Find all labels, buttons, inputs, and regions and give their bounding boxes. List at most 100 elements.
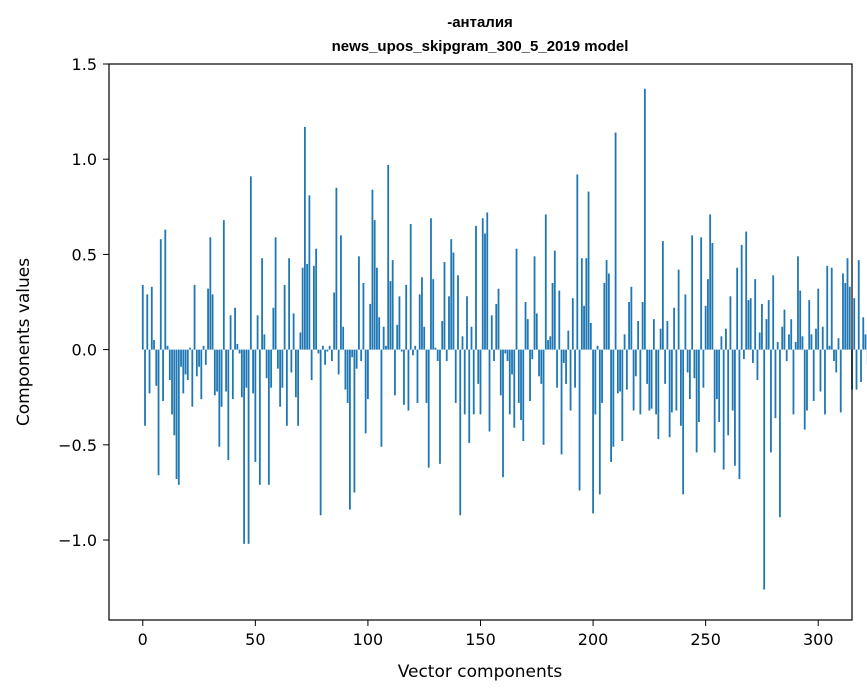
bar-84 xyxy=(331,349,333,362)
bar-314 xyxy=(848,286,851,350)
bar-38 xyxy=(227,349,230,461)
bar-15 xyxy=(175,349,178,480)
bar-47 xyxy=(247,349,250,544)
bar-145 xyxy=(468,349,471,443)
bar-35 xyxy=(220,349,223,407)
bar-26 xyxy=(200,349,203,400)
bar-77 xyxy=(315,248,318,350)
bar-71 xyxy=(301,267,304,350)
bar-296 xyxy=(808,300,811,350)
bar-297 xyxy=(810,334,813,350)
bar-124 xyxy=(421,277,423,350)
bar-224 xyxy=(646,349,649,384)
bar-80 xyxy=(321,345,324,350)
bar-112 xyxy=(394,349,396,396)
bar-298 xyxy=(812,349,815,402)
bar-170 xyxy=(524,302,527,350)
bar-263 xyxy=(734,349,736,466)
bar-31 xyxy=(211,294,214,350)
bar-197 xyxy=(585,258,588,350)
bar-205 xyxy=(603,282,606,350)
bar-281 xyxy=(774,349,777,419)
bar-49 xyxy=(252,349,254,394)
bar-273 xyxy=(756,349,759,381)
x-tick-label-5: 250 xyxy=(690,630,721,649)
bar-116 xyxy=(403,349,405,405)
bar-148 xyxy=(475,225,477,350)
y-tick-label-3: 0.5 xyxy=(72,245,97,264)
bar-120 xyxy=(412,349,414,356)
bar-266 xyxy=(740,244,743,350)
bar-140 xyxy=(457,275,459,350)
bar-67 xyxy=(292,313,295,350)
bar-75 xyxy=(310,349,313,381)
bar-237 xyxy=(675,349,678,411)
bar-246 xyxy=(695,349,698,453)
bar-312 xyxy=(844,282,847,350)
x-tick-label-2: 100 xyxy=(353,630,384,649)
bar-259 xyxy=(725,328,727,350)
bar-270 xyxy=(749,298,752,350)
bar-225 xyxy=(648,349,651,411)
bar-175 xyxy=(535,313,538,350)
bar-5 xyxy=(153,340,155,350)
bar-93 xyxy=(351,349,354,358)
bar-4 xyxy=(150,286,153,350)
bar-299 xyxy=(815,328,817,350)
bar-52 xyxy=(258,349,261,485)
bar-226 xyxy=(650,349,653,409)
x-tick-label-4: 200 xyxy=(578,630,609,649)
bar-46 xyxy=(245,349,248,388)
bar-20 xyxy=(186,349,189,381)
bar-303 xyxy=(824,349,826,415)
bar-286 xyxy=(785,349,788,362)
bar-230 xyxy=(659,328,662,350)
bar-103 xyxy=(373,220,376,350)
bar-210 xyxy=(614,132,617,350)
bar-227 xyxy=(652,319,655,350)
bar-91 xyxy=(346,349,349,403)
bar-167 xyxy=(517,349,520,403)
bar-262 xyxy=(731,349,734,411)
bar-218 xyxy=(632,349,635,411)
bar-152 xyxy=(484,233,486,350)
bar-127 xyxy=(427,349,430,468)
bar-85 xyxy=(333,292,336,350)
bar-7 xyxy=(157,349,160,476)
bar-158 xyxy=(497,288,500,350)
bar-232 xyxy=(664,349,667,384)
bar-128 xyxy=(430,218,432,350)
bar-135 xyxy=(445,349,448,362)
bar-68 xyxy=(294,349,297,398)
bar-102 xyxy=(371,189,374,350)
bar-302 xyxy=(821,326,824,350)
bar-125 xyxy=(423,326,426,350)
y-axis-ticks: −1.0 −0.5 0.0 0.5 1.0 1.5 xyxy=(58,55,109,550)
bar-131 xyxy=(436,349,439,362)
bar-166 xyxy=(515,248,518,350)
bar-101 xyxy=(369,303,372,350)
bar-61 xyxy=(279,349,282,407)
bar-223 xyxy=(643,88,646,350)
bar-280 xyxy=(772,275,775,350)
bar-274 xyxy=(758,332,761,350)
bar-181 xyxy=(549,336,552,350)
bar-121 xyxy=(414,345,417,350)
bar-44 xyxy=(240,349,243,398)
bar-83 xyxy=(328,345,331,350)
bar-86 xyxy=(335,187,338,350)
bar-105 xyxy=(378,317,381,350)
bar-178 xyxy=(542,349,545,445)
bar-316 xyxy=(853,298,856,350)
bar-300 xyxy=(817,288,820,350)
bar-136 xyxy=(448,296,450,350)
bar-110 xyxy=(389,281,392,350)
bar-130 xyxy=(434,347,437,350)
bar-290 xyxy=(794,342,797,350)
bar-37 xyxy=(225,349,227,392)
y-tick-label-4: 1.0 xyxy=(72,150,97,169)
x-tick-label-0: 0 xyxy=(138,630,148,649)
bar-275 xyxy=(761,303,763,350)
bar-308 xyxy=(835,349,838,373)
bar-188 xyxy=(565,349,567,384)
